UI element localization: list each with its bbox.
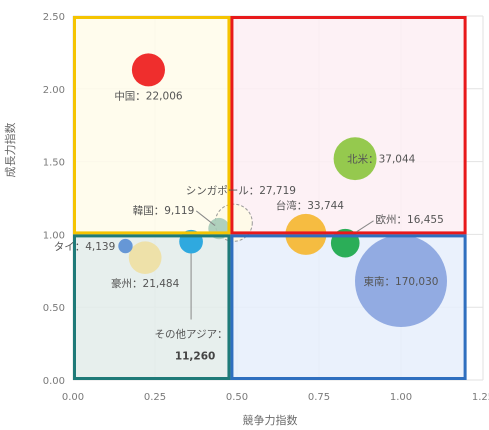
bubble-label-タイ: タイ：4,139	[54, 241, 116, 253]
x-tick-label: 0.50	[226, 392, 248, 403]
x-tick-label: 0.00	[62, 392, 84, 403]
bubble-label-その他アジア: その他アジア：	[155, 328, 228, 341]
bubble-豪州	[128, 241, 162, 275]
y-axis-ticks: 0.00 0.50 1.00 1.50 2.00 2.50	[43, 12, 65, 387]
y-tick-label: 2.00	[43, 85, 65, 96]
y-tick-label: 0.50	[43, 303, 65, 314]
quadrant-border-upper-right	[230, 16, 467, 235]
bubble-label-欧州: 欧州：16,455	[376, 214, 444, 226]
bubble-value-その他アジア: 11,260	[175, 351, 216, 363]
quadrant-border-lower-left	[73, 234, 231, 380]
leader-韓国	[195, 210, 216, 226]
x-tick-label: 1.00	[390, 392, 412, 403]
bubble-label-韓国: 韓国：9,119	[133, 205, 195, 217]
leader-欧州	[356, 220, 374, 233]
quadrant-fill-upper-right	[230, 16, 467, 235]
x-tick-label: 0.25	[144, 392, 166, 403]
bubble-東南	[355, 234, 447, 327]
y-tick-label: 2.50	[43, 12, 65, 23]
y-tick-label: 0.00	[43, 376, 65, 387]
x-axis-ticks: 0.00 0.25 0.50 0.75 1.00 1.25	[62, 392, 489, 403]
bubble-中国	[131, 53, 165, 87]
bubble-label-中国: 中国：22,006	[114, 89, 183, 102]
bubble-北米	[333, 137, 377, 181]
bubble-label-台湾: 台湾：33,744	[276, 199, 345, 212]
leader-lines	[190, 210, 374, 320]
y-tick-label: 1.50	[43, 158, 65, 169]
y-axis-title: 成長力指数	[3, 123, 17, 178]
x-tick-label: 1.25	[472, 392, 489, 403]
bubble-label-豪州: 豪州：21,484	[111, 277, 180, 290]
bubble-label-北米: 北米：37,044	[347, 153, 416, 166]
bubble-label-東南: 東南：170,030	[364, 275, 439, 288]
bubble-タイ	[118, 238, 133, 254]
quadrant-fill-upper-left	[73, 16, 231, 235]
quadrant-border-upper-left	[73, 16, 231, 235]
x-axis-title: 競争力指数	[243, 413, 298, 427]
x-tick-label: 0.75	[308, 392, 330, 403]
bubble-label-シンガポール: シンガポール：27,719	[186, 185, 296, 197]
quadrant-borders	[73, 16, 467, 380]
quadrant-border-lower-right	[230, 234, 467, 380]
y-tick-label: 1.00	[43, 230, 65, 241]
bubble-labels: 中国：22,006 北米：37,044 シンガポール：27,719 韓国：9,119 台…	[54, 89, 444, 362]
